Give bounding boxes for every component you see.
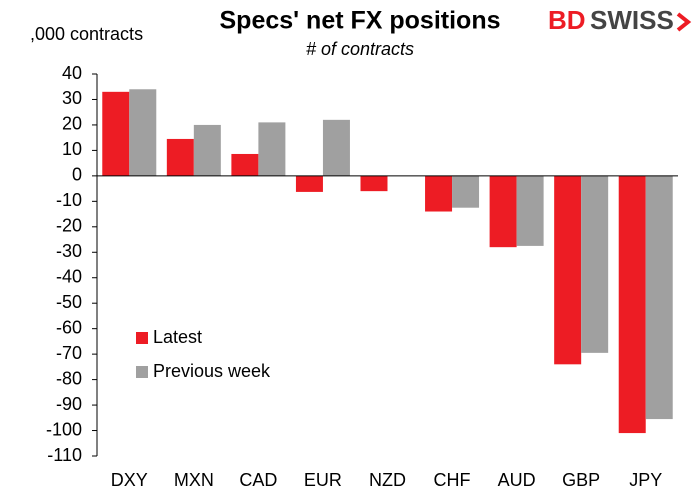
- chart-subtitle: # of contracts: [306, 39, 414, 59]
- y-tick-label: -50: [56, 292, 82, 312]
- x-tick-label: DXY: [111, 470, 148, 490]
- x-tick-label: CHF: [434, 470, 471, 490]
- bar: [554, 175, 582, 365]
- y-tick-label: -20: [56, 216, 82, 236]
- bar: [452, 175, 480, 208]
- y-tick-label: -100: [46, 419, 82, 439]
- x-tick-label: NZD: [369, 470, 406, 490]
- legend-swatch: [136, 332, 148, 344]
- bar: [102, 91, 130, 176]
- y-tick-label: -10: [56, 190, 82, 210]
- logo-arrow: [676, 12, 692, 32]
- y-tick-label: -90: [56, 394, 82, 414]
- bar: [166, 138, 194, 176]
- x-tick-label: MXN: [174, 470, 214, 490]
- y-tick-label: -70: [56, 343, 82, 363]
- bar: [258, 122, 286, 176]
- chart-title: Specs' net FX positions: [220, 7, 501, 35]
- legend-label: Previous week: [153, 361, 271, 381]
- bar: [618, 175, 646, 434]
- bar: [129, 89, 157, 176]
- bar: [425, 175, 453, 212]
- y-tick-label: -40: [56, 266, 82, 286]
- x-tick-label: JPY: [629, 470, 662, 490]
- y-tick-label: 0: [72, 165, 82, 185]
- legend-swatch: [136, 366, 148, 378]
- bar: [322, 119, 350, 176]
- y-tick-label: 30: [62, 88, 82, 108]
- y-axis-label: ,000 contracts: [30, 24, 143, 44]
- y-tick-label: -80: [56, 368, 82, 388]
- bar: [295, 175, 323, 192]
- bar: [645, 175, 673, 420]
- x-tick-label: AUD: [498, 470, 536, 490]
- y-tick-label: 20: [62, 114, 82, 134]
- legend-label: Latest: [153, 327, 202, 347]
- bar: [516, 175, 544, 246]
- logo-bd: BD: [548, 5, 586, 35]
- bar: [489, 175, 517, 248]
- y-tick-label: 10: [62, 139, 82, 159]
- y-tick-label: 40: [62, 63, 82, 83]
- logo-swiss: SWISS: [590, 5, 674, 35]
- y-tick-label: -30: [56, 241, 82, 261]
- x-tick-label: EUR: [304, 470, 342, 490]
- bar: [581, 175, 609, 353]
- bar: [360, 175, 388, 192]
- x-tick-label: GBP: [562, 470, 600, 490]
- bar: [231, 153, 259, 176]
- y-tick-label: -110: [47, 445, 82, 465]
- bar: [193, 124, 221, 176]
- y-tick-label: -60: [56, 317, 82, 337]
- x-tick-label: CAD: [239, 470, 277, 490]
